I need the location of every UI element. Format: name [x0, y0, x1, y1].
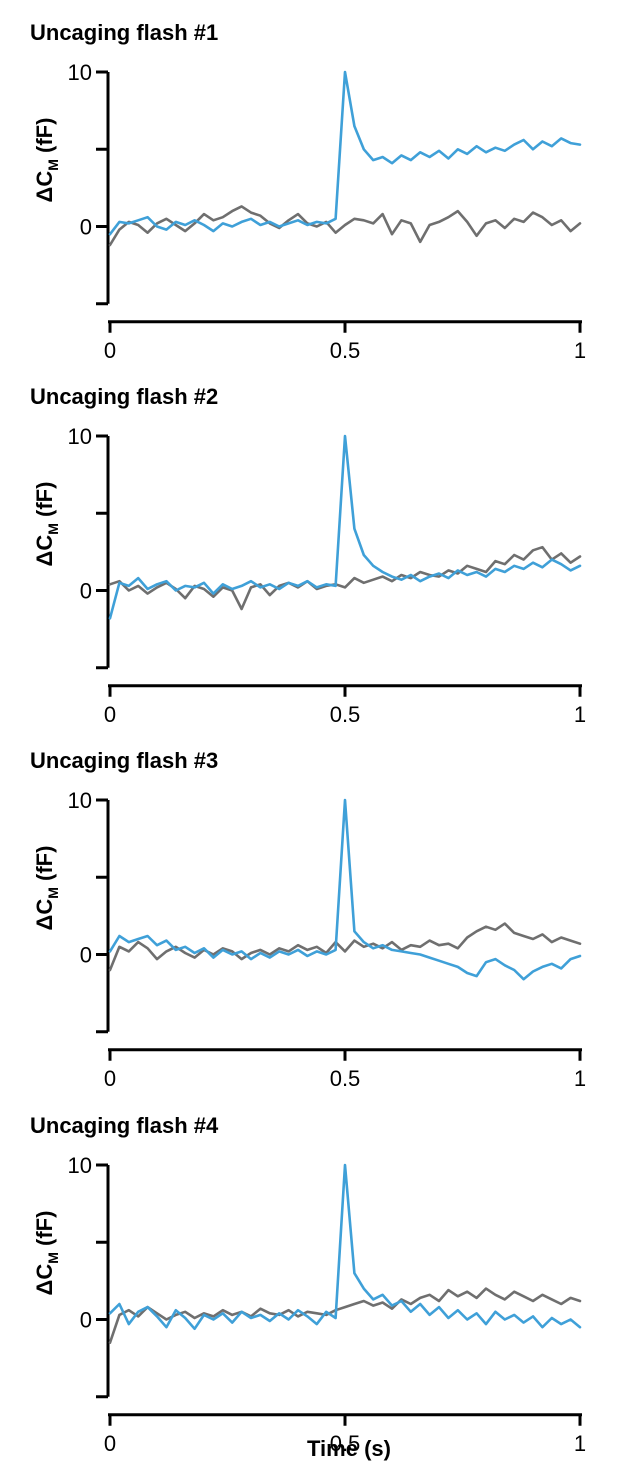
panel-title: Uncaging flash #4 — [30, 1113, 219, 1138]
x-tick-label: 0.5 — [330, 1066, 361, 1091]
control-trace — [108, 545, 582, 611]
control-trace — [108, 922, 582, 972]
chart-panel-1: Uncaging flash #1 0 10 0 0.5 1 ΔCM (fF) — [30, 20, 586, 363]
y-tick-label: 10 — [68, 60, 92, 85]
flash-trace — [108, 798, 582, 981]
x-tick-label: 0.5 — [330, 702, 361, 727]
x-tick-label: 0.5 — [330, 338, 361, 363]
x-tick-label: 0 — [104, 702, 116, 727]
x-tick-label: 1 — [574, 702, 586, 727]
y-tick-label: 10 — [68, 424, 92, 449]
y-axis-label: ΔCM (fF) — [32, 482, 61, 567]
control-trace — [108, 205, 582, 247]
panel-title: Uncaging flash #2 — [30, 384, 218, 409]
x-tick-label: 1 — [574, 1431, 586, 1456]
y-tick-label: 0 — [80, 943, 92, 968]
x-axis-label: Time (s) — [307, 1436, 391, 1461]
chart-panel-3: Uncaging flash #3 0 10 0 0.5 1 ΔCM (fF) — [30, 748, 586, 1091]
y-axis-label: ΔCM (fF) — [32, 1211, 61, 1296]
x-tick-label: 1 — [574, 1066, 586, 1091]
x-tick-label: 1 — [574, 338, 586, 363]
panel-title: Uncaging flash #1 — [30, 20, 218, 45]
flash-trace — [108, 1163, 582, 1331]
x-tick-label: 0 — [104, 338, 116, 363]
y-tick-label: 0 — [80, 579, 92, 604]
x-tick-label: 0 — [104, 1431, 116, 1456]
x-tick-label: 0.5 — [330, 1431, 361, 1456]
y-tick-label: 10 — [68, 1153, 92, 1178]
y-tick-label: 0 — [80, 215, 92, 240]
chart-panel-4: Uncaging flash #4 0 10 0 0.5 1 ΔCM (fF) — [30, 1113, 586, 1456]
flash-trace — [108, 434, 582, 620]
y-axis-label: ΔCM (fF) — [32, 846, 61, 931]
flash-trace — [108, 70, 582, 236]
control-trace — [108, 1287, 582, 1344]
y-tick-label: 0 — [80, 1308, 92, 1333]
panel-title: Uncaging flash #3 — [30, 748, 218, 773]
x-tick-label: 0 — [104, 1066, 116, 1091]
chart-panel-2: Uncaging flash #2 0 10 0 0.5 1 ΔCM (fF) — [30, 384, 586, 727]
y-axis-label: ΔCM (fF) — [32, 118, 61, 203]
y-tick-label: 10 — [68, 788, 92, 813]
